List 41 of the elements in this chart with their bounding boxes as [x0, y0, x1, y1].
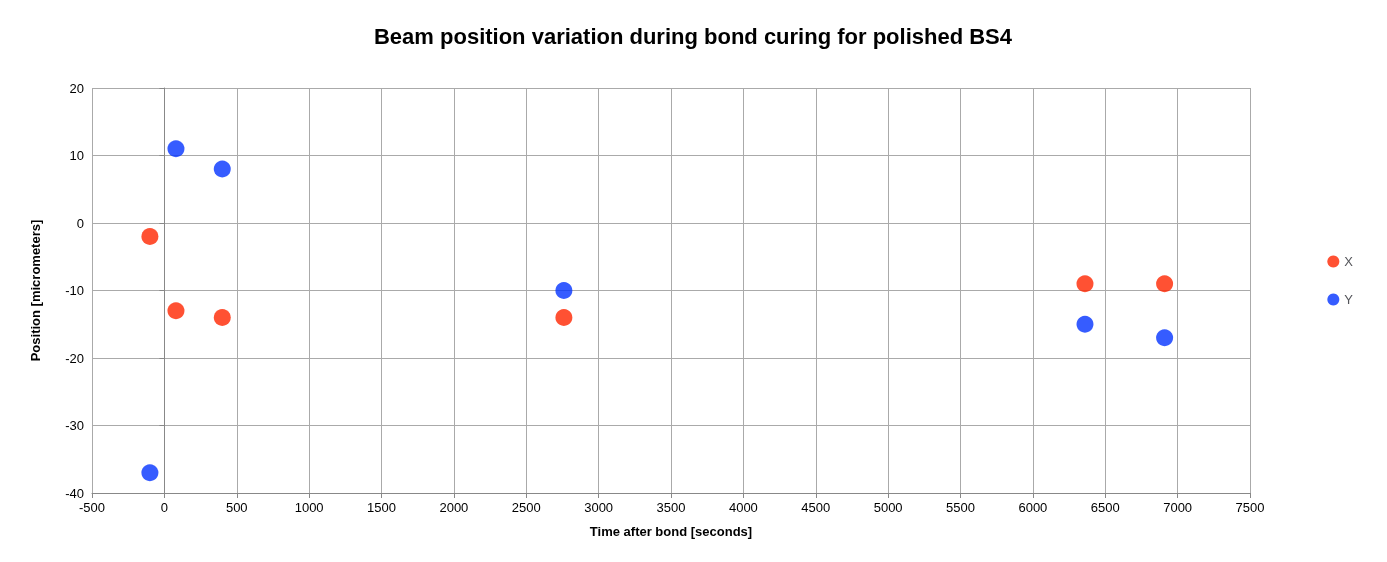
x-tick-label: 7500 — [1235, 500, 1265, 515]
x-tick-label: 5000 — [873, 500, 903, 515]
x-tick-label: -500 — [78, 500, 106, 515]
x-tick-label: 3500 — [656, 500, 686, 515]
x-axis-title: Time after bond [seconds] — [589, 524, 753, 539]
x-tick-label: 3000 — [584, 500, 614, 515]
y-tick-label: 10 — [69, 148, 84, 163]
legend-label: Y — [1344, 292, 1354, 307]
point — [213, 309, 231, 326]
x-tick-label: 1500 — [367, 500, 396, 515]
point — [555, 282, 573, 299]
y-tick-label: -30 — [65, 418, 84, 433]
y-axis-title: Position [micrometers] — [28, 219, 43, 362]
x-tick-label: 0 — [160, 500, 168, 515]
y-tick-label: -40 — [65, 485, 84, 501]
legend-label: X — [1344, 254, 1354, 269]
x-tick-label: 7000 — [1163, 500, 1193, 515]
chart-title: Beam position variation during bond curing for polished BS4 — [373, 23, 1013, 49]
point — [167, 302, 185, 320]
x-tick-label: 4000 — [728, 500, 758, 515]
x-tick-label: 2000 — [439, 500, 469, 515]
point — [167, 140, 185, 158]
point — [555, 309, 573, 326]
x-tick-label: 1000 — [294, 500, 324, 515]
point — [141, 464, 159, 482]
point — [1156, 329, 1174, 347]
x-tick-label: 5500 — [946, 500, 975, 515]
y-tick-label: 20 — [69, 80, 84, 96]
x-tick-label: 4500 — [801, 500, 831, 515]
point — [1156, 275, 1174, 293]
y-tick-label: -20 — [65, 350, 84, 366]
x-tick-label: 6500 — [1090, 500, 1120, 515]
point — [1076, 315, 1094, 333]
point — [213, 160, 231, 178]
x-tick-label: 500 — [225, 500, 248, 515]
x-tick-label: 6000 — [1018, 500, 1048, 515]
y-tick-label: -10 — [65, 283, 84, 298]
point — [141, 228, 159, 245]
x-tick-label: 2500 — [511, 500, 541, 515]
point — [1076, 275, 1094, 293]
y-tick-label: 0 — [76, 215, 84, 231]
